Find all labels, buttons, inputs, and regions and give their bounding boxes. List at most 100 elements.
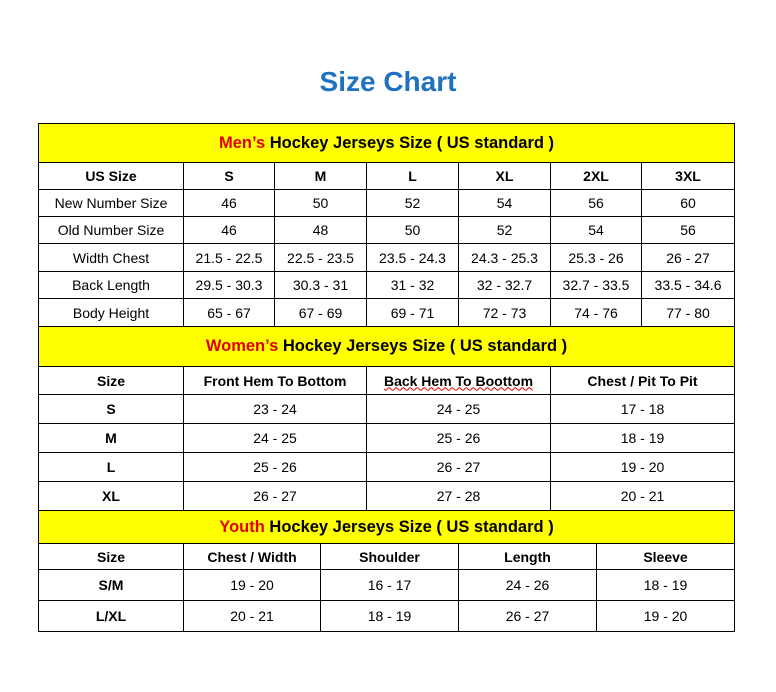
- table-cell: 19 - 20: [595, 600, 736, 632]
- table-cell: 19 - 20: [183, 569, 321, 601]
- page-title: Size Chart: [319, 66, 457, 97]
- table-cell: 32.7 - 33.5: [550, 271, 642, 299]
- column-header: Size: [38, 543, 184, 570]
- table-cell: 50: [274, 189, 367, 217]
- row-label: S: [38, 394, 184, 424]
- table-row: S/M 19 - 20 16 - 17 24 - 26 18 - 19: [38, 569, 736, 601]
- men-section-heading: Men’s Hockey Jerseys Size ( US standard …: [37, 123, 736, 163]
- table-cell: 23.5 - 24.3: [366, 243, 459, 272]
- table-cell: 77 - 80: [640, 298, 736, 327]
- table-cell: 24 - 25: [183, 423, 367, 453]
- table-cell: 52: [366, 189, 459, 217]
- table-cell: 50: [366, 216, 459, 244]
- column-header: 2XL: [550, 162, 642, 190]
- table-cell: 30.3 - 31: [274, 271, 367, 299]
- table-cell: 18 - 19: [595, 569, 736, 601]
- column-header: L: [366, 162, 459, 190]
- table-cell: 32 - 32.7: [458, 271, 551, 299]
- heading-text: Hockey Jerseys Size ( US standard ): [278, 337, 568, 355]
- table-row: Old Number Size 46 48 50 52 54 56: [38, 216, 736, 244]
- table-cell: 18 - 19: [549, 423, 736, 453]
- table-cell: 21.5 - 22.5: [183, 243, 275, 272]
- table-cell: 65 - 67: [183, 298, 275, 327]
- table-row: New Number Size 46 50 52 54 56 60: [38, 189, 736, 217]
- table-cell: 56: [640, 216, 736, 244]
- column-header: Chest / Pit To Pit: [549, 366, 736, 395]
- table-cell: 24.3 - 25.3: [458, 243, 551, 272]
- table-cell: 25 - 26: [366, 423, 551, 453]
- table-cell: 74 - 76: [550, 298, 642, 327]
- row-label: M: [38, 423, 184, 453]
- column-header: Length: [458, 543, 597, 570]
- table-cell: 26 - 27: [640, 243, 736, 272]
- column-header: Front Hem To Bottom: [183, 366, 367, 395]
- table-cell: 20 - 21: [183, 600, 321, 632]
- heading-highlight: Women’s: [205, 337, 279, 355]
- table-row: L/XL 20 - 21 18 - 19 26 - 27 19 - 20: [38, 600, 736, 632]
- table-cell: 20 - 21: [549, 481, 736, 511]
- row-label: Width Chest: [38, 243, 184, 272]
- women-size-table: Women’s Hockey Jerseys Size ( US standar…: [37, 326, 736, 511]
- row-label: L/XL: [38, 600, 184, 632]
- table-cell: 54: [550, 216, 642, 244]
- table-cell: 16 - 17: [320, 569, 459, 601]
- column-header: US Size: [38, 162, 184, 190]
- table-row: Back Length 29.5 - 30.3 30.3 - 31 31 - 32 32…: [38, 271, 736, 299]
- column-header: Chest / Width: [183, 543, 321, 570]
- table-cell: 19 - 20: [549, 452, 736, 482]
- table-cell: 31 - 32: [366, 271, 459, 299]
- table-cell: 25 - 26: [183, 452, 367, 482]
- column-header: 3XL: [640, 162, 736, 190]
- heading-highlight: Men’s: [219, 133, 266, 152]
- table-cell: 60: [640, 189, 736, 217]
- youth-section-heading: Youth Hockey Jerseys Size ( US standard …: [37, 510, 736, 544]
- table-row: XL 26 - 27 27 - 28 20 - 21: [38, 481, 736, 511]
- table-row: M 24 - 25 25 - 26 18 - 19: [38, 423, 736, 453]
- table-cell: 27 - 28: [366, 481, 551, 511]
- column-header: Sleeve: [595, 543, 736, 570]
- table-row: Width Chest 21.5 - 22.5 22.5 - 23.5 23.5 - …: [38, 243, 736, 272]
- row-label: S/M: [38, 569, 184, 601]
- table-cell: 72 - 73: [458, 298, 551, 327]
- table-cell: 46: [183, 216, 275, 244]
- table-cell: 26 - 27: [458, 600, 597, 632]
- heading-text: Hockey Jerseys Size ( US standard ): [265, 133, 555, 152]
- heading-highlight: Youth: [219, 517, 265, 536]
- heading-text: Hockey Jerseys Size ( US standard ): [264, 517, 554, 536]
- row-label: Body Height: [38, 298, 184, 327]
- table-cell: 25.3 - 26: [550, 243, 642, 272]
- column-header-row: Size Chest / Width Shoulder Length Sleeve: [38, 543, 736, 570]
- row-label: L: [38, 452, 184, 482]
- table-cell: 24 - 25: [366, 394, 551, 424]
- column-header: Shoulder: [320, 543, 459, 570]
- table-cell: 48: [274, 216, 367, 244]
- women-section-heading: Women’s Hockey Jerseys Size ( US standar…: [37, 326, 736, 367]
- row-label: New Number Size: [38, 189, 184, 217]
- column-header: M: [274, 162, 367, 190]
- column-header-text: Back Hem To Boottom: [383, 372, 534, 389]
- table-row: L 25 - 26 26 - 27 19 - 20: [38, 452, 736, 482]
- table-cell: 26 - 27: [183, 481, 367, 511]
- table-cell: 52: [458, 216, 551, 244]
- table-cell: 33.5 - 34.6: [640, 271, 736, 299]
- column-header: Size: [38, 366, 184, 395]
- men-size-table: Men’s Hockey Jerseys Size ( US standard …: [37, 123, 736, 327]
- table-cell: 26 - 27: [366, 452, 551, 482]
- table-row: Body Height 65 - 67 67 - 69 69 - 71 72 - 73 7…: [38, 298, 736, 327]
- table-cell: 69 - 71: [366, 298, 459, 327]
- table-cell: 54: [458, 189, 551, 217]
- table-cell: 23 - 24: [183, 394, 367, 424]
- column-header-row: US Size S M L XL 2XL 3XL: [38, 162, 736, 190]
- table-cell: 17 - 18: [549, 394, 736, 424]
- column-header: S: [183, 162, 275, 190]
- column-header: Back Hem To Boottom: [366, 366, 551, 395]
- row-label: XL: [38, 481, 184, 511]
- table-cell: 67 - 69: [274, 298, 367, 327]
- column-header: XL: [458, 162, 551, 190]
- row-label: Old Number Size: [38, 216, 184, 244]
- table-row: S 23 - 24 24 - 25 17 - 18: [38, 394, 736, 424]
- table-cell: 22.5 - 23.5: [274, 243, 367, 272]
- column-header-row: Size Front Hem To Bottom Back Hem To Boott…: [38, 366, 736, 395]
- youth-size-table: Youth Hockey Jerseys Size ( US standard …: [37, 510, 736, 632]
- table-cell: 24 - 26: [458, 569, 597, 601]
